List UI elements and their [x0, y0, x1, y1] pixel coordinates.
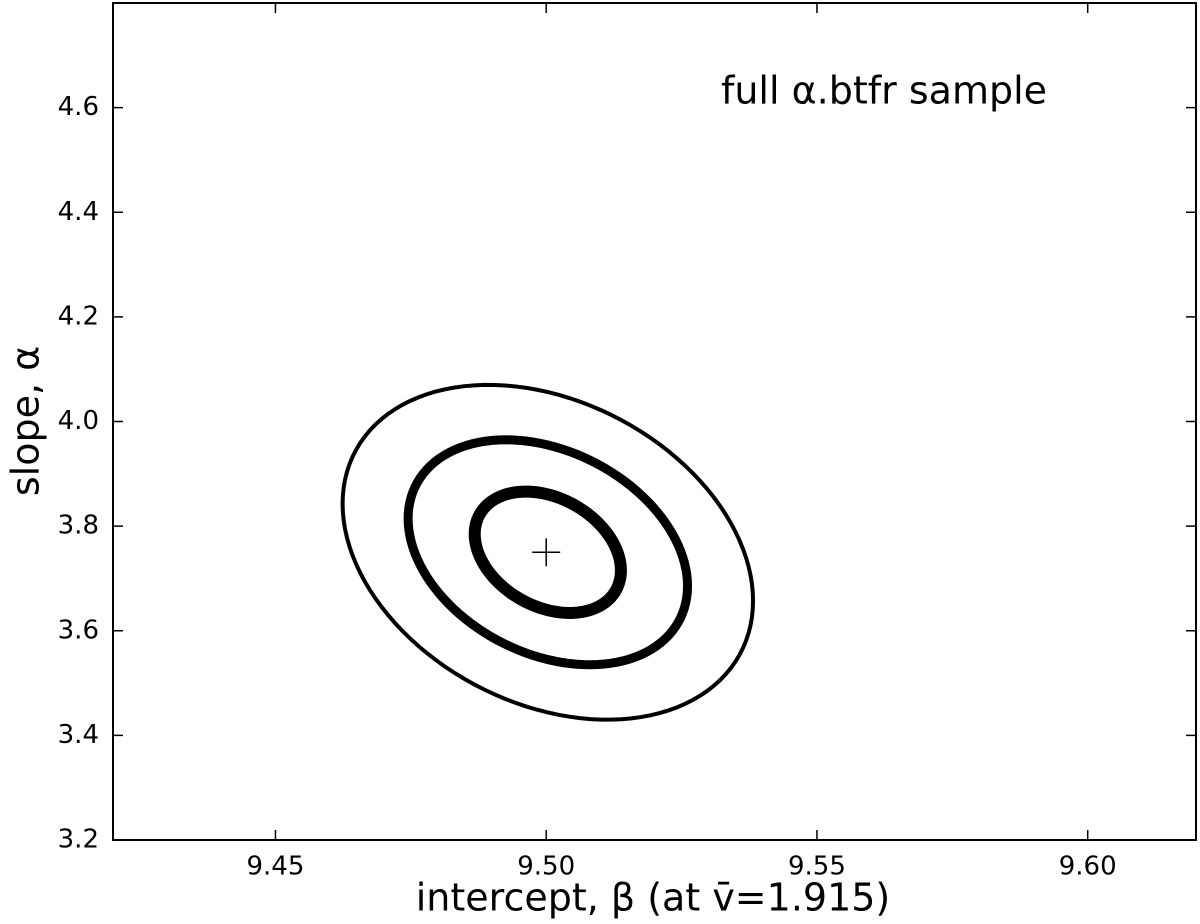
x-tick-label: 9.45: [247, 852, 305, 882]
y-axis-label: slope, α: [4, 346, 48, 496]
contour: [468, 485, 627, 619]
contour: [340, 382, 756, 722]
annotation: full α.btfr sample: [721, 69, 1047, 113]
y-tick-label: 3.4: [58, 720, 99, 750]
y-tick-label: 4.0: [58, 406, 99, 436]
y-tick-label: 3.2: [58, 825, 99, 855]
center-marker: [532, 538, 561, 567]
x-axis-label: intercept, β (at v̄=1.915): [416, 876, 891, 920]
y-tick-label: 3.8: [58, 511, 99, 541]
y-tick-label: 4.4: [58, 197, 99, 227]
y-tick-label: 4.6: [58, 92, 99, 122]
y-tick-label: 3.6: [58, 615, 99, 645]
x-tick-label: 9.55: [788, 852, 846, 882]
x-tick-label: 9.60: [1059, 852, 1117, 882]
contour: [403, 435, 693, 670]
x-tick-label: 9.50: [517, 852, 575, 882]
y-tick-label: 4.2: [58, 301, 99, 331]
